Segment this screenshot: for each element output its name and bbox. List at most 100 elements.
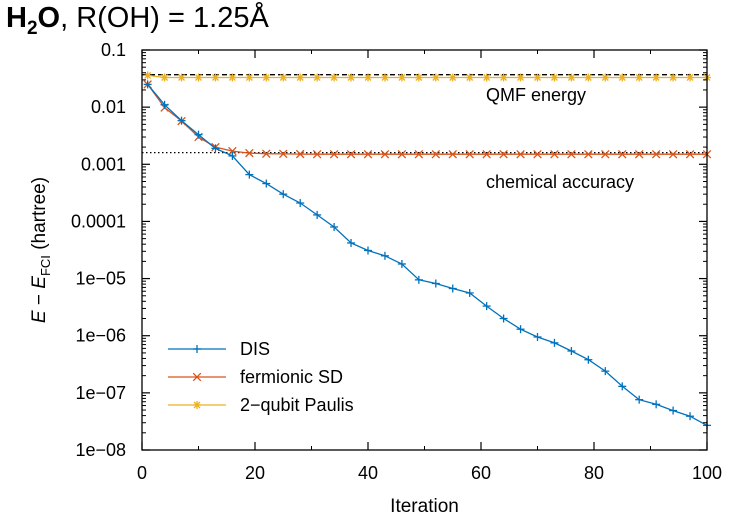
series-2-point-31 <box>669 73 678 82</box>
y-axis-label-unit: (hartree) <box>29 177 50 255</box>
legend-label-2: 2−qubit Paulis <box>240 395 354 415</box>
y-tick-label-4: 1e−05 <box>75 269 126 289</box>
series-2-point-16-d2 <box>415 74 423 81</box>
series-2-point-21 <box>499 73 508 82</box>
series-0-point-1 <box>160 100 169 109</box>
series-1-point-12-d2 <box>346 149 356 159</box>
series-1-point-16-d2 <box>414 149 424 159</box>
series-1-point-30 <box>651 149 661 159</box>
series-2-point-15 <box>397 73 406 82</box>
series-2-point-30-d2 <box>652 74 660 81</box>
y-tick-label-0: 0.1 <box>101 40 126 60</box>
series-1-point-12 <box>346 149 356 159</box>
series-0-point-15 <box>397 259 406 268</box>
series-2-point-12 <box>347 73 356 82</box>
series-2-point-18 <box>448 73 457 82</box>
x-tick-label-4: 80 <box>584 463 604 483</box>
series-2-point-18-d2 <box>449 74 457 81</box>
series-1-point-26 <box>584 149 593 159</box>
series-1-point-18 <box>448 149 458 159</box>
x-tick-label-0: 0 <box>137 463 147 483</box>
series-2-point-32-d2 <box>686 74 694 81</box>
series-2-point-23-d2 <box>534 74 541 81</box>
series-2-point-25-d2 <box>567 74 575 81</box>
series-1-point-24-d2 <box>550 149 559 159</box>
series-0-point-20 <box>482 302 491 311</box>
chart-title: H2O, R(OH) = 1.25Å <box>6 2 269 40</box>
series-1-point-29-d2 <box>634 149 644 159</box>
series-0-point-31 <box>669 406 678 415</box>
series-1-point-32 <box>685 149 695 159</box>
series-1-point-8-d2 <box>278 149 288 159</box>
series-2-point-28-d2 <box>618 74 626 81</box>
series-1-point-24 <box>550 149 559 159</box>
series-2-point-1-d2 <box>161 74 169 81</box>
series-line-1 <box>147 84 707 155</box>
series-0-point-29 <box>635 395 644 404</box>
series-1-point-22-d2 <box>516 149 525 159</box>
series-2-point-10 <box>313 73 322 82</box>
series-2-point-6-d2 <box>245 74 253 81</box>
series-1-point-14 <box>380 149 390 159</box>
x-tick-label-5: 100 <box>692 463 722 483</box>
series-2-point-22 <box>516 73 525 82</box>
series-0-point-4 <box>211 144 220 153</box>
y-tick-label-2: 0.001 <box>81 154 126 174</box>
reference-label-1: chemical accuracy <box>486 172 634 192</box>
series-2-point-21-d2 <box>500 74 508 81</box>
series-2-point-17 <box>431 73 440 82</box>
series-0-point-25 <box>567 347 576 356</box>
series-0-point-11 <box>330 222 339 231</box>
series-1-point-16 <box>414 149 424 159</box>
series-2-point-7 <box>262 73 271 82</box>
series-2-point-0-d2 <box>144 71 152 79</box>
series-2-point-26-d2 <box>584 74 592 81</box>
series-2-point-10-d2 <box>313 74 321 81</box>
series-0-point-8 <box>279 190 288 199</box>
series-0-point-24 <box>550 338 559 347</box>
series-0-point-32 <box>686 412 695 421</box>
series-2-point-19 <box>465 73 474 82</box>
series-1-point-19 <box>465 149 474 159</box>
x-tick-label-3: 60 <box>471 463 491 483</box>
series-1-point-5 <box>228 146 237 156</box>
series-1-point-23-d2 <box>533 149 542 159</box>
series-0-point-30 <box>652 400 661 409</box>
series-1-point-20-d2 <box>482 149 491 159</box>
series-1-point-22 <box>516 149 525 159</box>
legend-marker-0 <box>193 345 201 353</box>
chart-title-rest: , R(OH) = 1.25Å <box>60 2 269 34</box>
plot-area: QMF energy chemical accuracy <box>142 71 712 430</box>
series-2-point-4-d2 <box>211 74 219 81</box>
reference-label-0: QMF energy <box>486 85 586 105</box>
series-2-point-24-d2 <box>550 74 558 81</box>
series-2-point-3 <box>194 73 203 82</box>
y-axis-label-op: − <box>29 289 50 311</box>
axes: 0 20 40 60 80 100 0.1 0.01 0.001 0.0001 1e−05 1e−06… <box>29 40 722 517</box>
legend-label-1: fermionic SD <box>240 367 343 387</box>
series-2-point-17-d2 <box>432 74 440 81</box>
series-2-point-24 <box>550 73 559 82</box>
x-axis-label: Iteration <box>390 496 459 517</box>
series-2-point-4 <box>211 73 220 82</box>
series-2-point-23 <box>533 73 542 82</box>
series-0-point-9 <box>296 199 305 208</box>
series-2-point-28 <box>618 73 627 82</box>
series-1-point-30-d2 <box>651 149 661 159</box>
series-2-point-20 <box>482 73 491 82</box>
series-2-point-5 <box>228 73 237 82</box>
series-0-point-23 <box>533 332 542 341</box>
series-2-point-7-d2 <box>262 74 270 81</box>
series-1-point-6-d2 <box>245 148 254 158</box>
y-axis-label-var: E <box>29 310 50 323</box>
y-tick-label-1: 0.01 <box>91 97 126 117</box>
series-0-point-6 <box>245 170 254 179</box>
y-axis-label: E − EFCI (hartree) <box>29 177 53 323</box>
series-1-point-17-d2 <box>431 149 441 159</box>
series-2-point-13 <box>364 73 372 82</box>
series-1-point-17 <box>431 149 441 159</box>
series-1-point-29 <box>634 149 644 159</box>
series-1-point-15-d2 <box>397 149 407 159</box>
series-2-point-9 <box>296 73 305 82</box>
series-2-point-25 <box>567 73 576 82</box>
